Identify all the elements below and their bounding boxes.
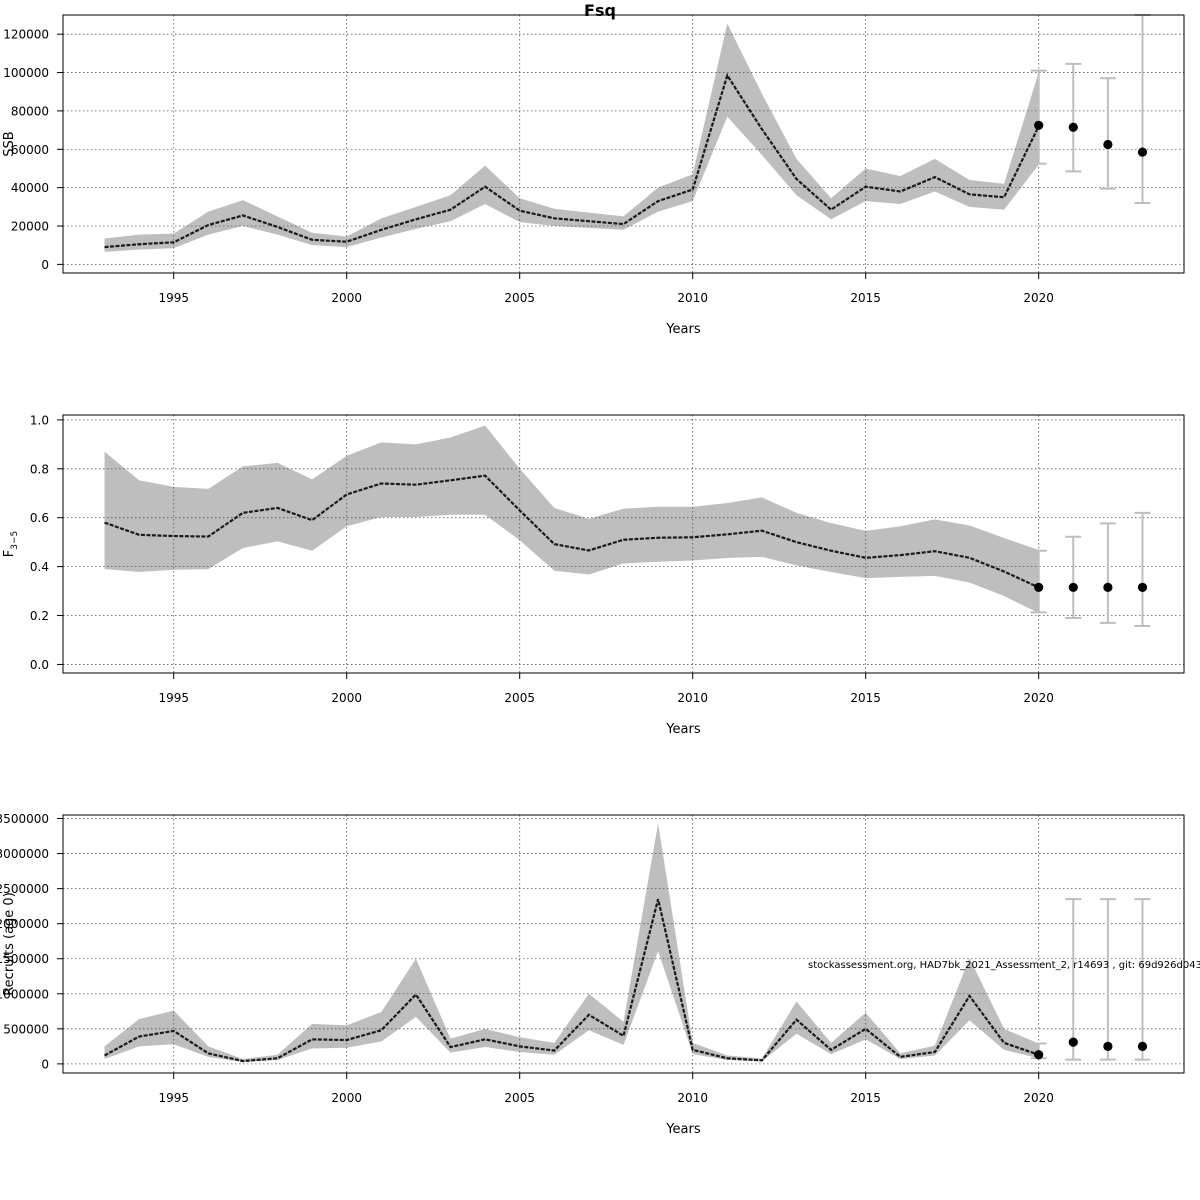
forecast-point	[1034, 1050, 1044, 1060]
y-tick-label: 3000000	[0, 847, 49, 861]
x-tick-label: 2010	[677, 691, 708, 705]
y-axis-title: F3−5	[2, 531, 20, 557]
y-tick-label: 0.4	[30, 560, 49, 574]
chart-panels: 1995 2000 2005 2010 2015 20200200004000060000…	[0, 14, 1185, 1137]
estimate-line	[104, 474, 1040, 589]
y-axis-title: Recruits (age 0)	[2, 892, 17, 996]
y-tick-label: 0	[41, 1057, 49, 1071]
x-tick-label: 2020	[1023, 1091, 1054, 1105]
forecast-point	[1103, 1041, 1113, 1051]
x-tick-label: 2010	[677, 291, 708, 305]
y-tick-label: 0.2	[30, 609, 49, 623]
x-tick-label: 2005	[504, 691, 535, 705]
y-axis-title-main: Recruits (age 0)	[2, 892, 17, 996]
y-tick-label: 1.0	[30, 413, 49, 427]
x-tick-label: 1995	[158, 691, 189, 705]
y-tick-label: 60000	[11, 143, 49, 157]
y-tick-label: 500000	[3, 1022, 49, 1036]
y-tick-label: 1500000	[0, 952, 49, 966]
y-tick-label: 2500000	[0, 882, 49, 896]
chart-panel-3: 1995 2000 2005 2010 2015 2020 0 500000 1000000 15…	[0, 812, 1185, 1137]
x-axis-title: Years	[665, 322, 701, 337]
x-tick-label: 2020	[1023, 691, 1054, 705]
x-tick-label: 2015	[850, 1091, 881, 1105]
x-tick-label: 1995	[158, 291, 189, 305]
x-tick-label: 2005	[504, 291, 535, 305]
y-tick-label: 0.0	[30, 658, 49, 672]
y-tick-label: 1000000	[0, 987, 49, 1001]
x-tick-label: 2010	[677, 1091, 708, 1105]
confidence-band	[104, 23, 1039, 252]
y-tick-label: 0.8	[30, 462, 49, 476]
x-tick-label: 1995	[158, 1091, 189, 1105]
forecast-point	[1137, 147, 1148, 157]
y-tick-label: 3500000	[0, 812, 49, 826]
y-tick-label: 0	[41, 258, 49, 272]
x-tick-label: 2015	[850, 691, 881, 705]
forecast-point	[1137, 1041, 1148, 1051]
estimate-line	[104, 72, 1040, 249]
watermark-text: stockassessment.org, HAD7bk_2021_Assessm…	[808, 960, 1200, 971]
chart-panel-2: 1995 2000 2005 2010 2015 2020 0.0 0.2 0.4 0.6 0.8 1…	[2, 413, 1185, 737]
y-tick-label: 100000	[3, 66, 49, 80]
x-axis-title: Years	[665, 1122, 701, 1137]
forecast-point	[1103, 139, 1113, 150]
y-tick-label: 40000	[11, 181, 49, 195]
estimate-line	[103, 898, 1040, 1063]
x-tick-label: 2015	[850, 291, 881, 305]
forecast-point	[1068, 122, 1078, 132]
x-axis-title: Years	[665, 722, 701, 737]
forecast-point	[1034, 120, 1044, 130]
x-tick-label: 2000	[331, 691, 362, 705]
forecast-point	[1103, 582, 1113, 593]
y-tick-label: 20000	[11, 220, 49, 234]
y-tick-label: 120000	[3, 28, 49, 42]
y-tick-label: 80000	[11, 104, 49, 118]
y-tick-label: 2000000	[0, 917, 49, 931]
forecast-point	[1137, 582, 1148, 593]
figure-title: Fsq	[584, 1, 616, 20]
confidence-band	[104, 823, 1039, 1063]
x-tick-label: 2000	[331, 1091, 362, 1105]
forecast-point	[1068, 1037, 1078, 1047]
forecast-point	[1034, 582, 1044, 593]
y-tick-label: 0.6	[30, 511, 49, 525]
x-tick-label: 2000	[331, 291, 362, 305]
y-axis-title-subscript: 3−5	[10, 531, 20, 550]
plot-frame	[62, 414, 1185, 674]
x-tick-label: 2005	[504, 1091, 535, 1105]
y-axis-title-main: F	[2, 550, 17, 557]
plot-frame	[62, 814, 1185, 1074]
confidence-band	[104, 425, 1039, 614]
forecast-point	[1068, 582, 1078, 593]
y-axis-title: SSB	[2, 131, 17, 156]
chart-panel-1: 1995 2000 2005 2010 2015 2020 0 20000 40000 60000…	[2, 14, 1185, 337]
plot-frame	[62, 14, 1185, 274]
y-axis-title-main: SSB	[2, 131, 17, 156]
x-tick-label: 2020	[1023, 291, 1054, 305]
